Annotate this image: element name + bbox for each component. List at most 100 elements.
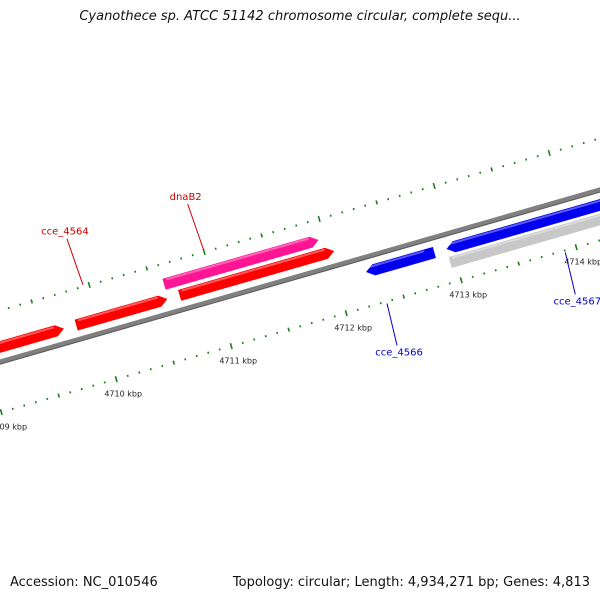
tick-mark-bottom: [437, 285, 440, 288]
tick-mark-top: [432, 182, 436, 190]
tick-mark-bottom: [356, 308, 359, 312]
tick-mark-bottom: [574, 244, 578, 251]
gene-label-cce_4567: cce_4567: [553, 296, 600, 307]
tick-mark-top: [375, 200, 379, 205]
tick-mark-top: [168, 260, 171, 264]
tick-mark-bottom: [253, 338, 256, 341]
tick-mark-top: [467, 174, 470, 178]
tick-mark-top: [421, 188, 424, 191]
tick-mark-bottom: [586, 242, 589, 246]
tick-mark-top: [157, 263, 160, 267]
tick-mark-top: [536, 155, 539, 158]
tick-mark-top: [559, 148, 562, 151]
label-leader: [386, 303, 398, 346]
tick-mark-bottom: [598, 239, 600, 242]
tick-mark-top: [99, 280, 102, 283]
gene-arrow-cce_4567-pseudo: [447, 212, 600, 269]
tick-mark-bottom: [402, 294, 406, 299]
gene-arrow-cce_4567: [445, 198, 600, 253]
tick-mark-bottom: [563, 249, 566, 252]
gene-highlight: [367, 250, 425, 269]
tick-mark-top: [479, 171, 482, 174]
tick-mark-top: [387, 197, 390, 201]
tick-mark-bottom: [471, 275, 474, 279]
kbp-label: 4710 kbp: [104, 389, 142, 398]
tick-mark-bottom: [459, 277, 463, 284]
kbp-label: 4711 kbp: [219, 356, 257, 365]
tick-mark-top: [352, 207, 355, 211]
tick-mark-bottom: [172, 360, 176, 365]
tick-mark-bottom: [184, 358, 187, 361]
tick-mark-top: [53, 293, 56, 297]
kbp-label: 4712 kbp: [334, 323, 372, 332]
gene-arrow-dnaB2: [177, 247, 336, 302]
kbp-label: 4714 kbp: [564, 257, 600, 266]
gene-label-cce_4564: cce_4564: [41, 227, 89, 238]
tick-mark-bottom: [287, 327, 291, 332]
tick-mark-bottom: [391, 298, 394, 302]
gene-highlight: [165, 237, 309, 281]
tick-mark-top: [364, 204, 367, 207]
tick-mark-bottom: [11, 407, 14, 411]
tick-mark-bottom: [241, 341, 244, 345]
tick-mark-top: [547, 149, 551, 157]
tick-mark-top: [283, 227, 286, 231]
gene-highlight: [448, 199, 600, 246]
gene-label-dnaB2: dnaB2: [170, 192, 202, 203]
tick-mark-bottom: [0, 409, 3, 416]
tick-mark-top: [582, 141, 585, 145]
tick-mark-top: [76, 287, 79, 290]
tick-mark-bottom: [276, 331, 279, 335]
backbone: [0, 187, 600, 365]
tick-mark-bottom: [425, 288, 428, 292]
tick-mark-top: [444, 181, 447, 184]
tick-mark-top: [260, 233, 264, 238]
tick-mark-bottom: [218, 348, 221, 351]
tick-mark-top: [30, 299, 34, 304]
tick-mark-bottom: [264, 335, 267, 338]
tick-mark-bottom: [379, 302, 382, 305]
tick-mark-top: [7, 306, 10, 310]
gene-highlight: [0, 326, 55, 344]
tick-mark-top: [226, 244, 229, 247]
tick-mark-top: [341, 211, 344, 214]
label-leader: [187, 203, 205, 251]
gene-arrow-dnaB2-rna: [161, 236, 320, 291]
tick-mark-top: [122, 273, 125, 277]
tick-marks: [0, 138, 600, 416]
tick-mark-top: [191, 254, 194, 257]
label-leader: [564, 252, 576, 295]
tick-mark-bottom: [506, 265, 509, 269]
tick-mark-bottom: [529, 259, 532, 262]
tick-mark-bottom: [368, 305, 371, 308]
tick-mark-top: [42, 296, 45, 300]
tick-mark-top: [306, 221, 309, 224]
tick-mark-top: [398, 194, 401, 198]
tick-mark-bottom: [322, 318, 325, 321]
tick-mark-bottom: [448, 282, 451, 285]
genome-summary: Topology: circular; Length: 4,934,271 bp…: [232, 575, 590, 590]
tick-mark-top: [513, 161, 516, 165]
tick-mark-bottom: [69, 391, 72, 394]
tick-mark-bottom: [92, 384, 95, 387]
tick-mark-bottom: [344, 310, 348, 317]
tick-mark-top: [145, 266, 149, 271]
gene-arrow-cce_4564: [73, 294, 169, 332]
tick-mark-top: [594, 138, 597, 141]
kbp-label: 4709 kbp: [0, 422, 27, 431]
tick-mark-top: [490, 167, 494, 172]
tick-mark-bottom: [103, 381, 106, 384]
tick-mark-top: [214, 247, 217, 250]
tick-mark-top: [111, 277, 114, 280]
tick-mark-top: [456, 178, 459, 181]
tick-mark-bottom: [299, 325, 302, 328]
tick-mark-top: [237, 240, 240, 244]
tick-mark-bottom: [23, 404, 26, 407]
tick-mark-top: [317, 215, 321, 223]
tick-mark-bottom: [207, 351, 210, 354]
tick-mark-top: [329, 214, 332, 217]
backbone-shadow: [0, 191, 600, 365]
gene-labels: cce_4563cce_4564dnaB2cce_4568cce_4569cce…: [41, 192, 600, 358]
accession-text: Accession: NC_010546: [10, 575, 158, 590]
